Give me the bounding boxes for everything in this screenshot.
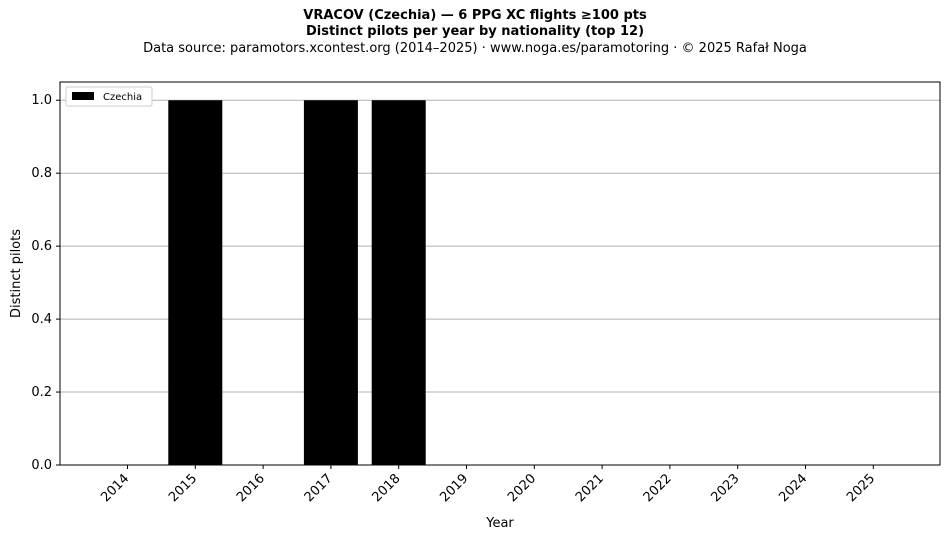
y-axis-label: Distinct pilots bbox=[9, 229, 24, 318]
legend-label: Czechia bbox=[103, 92, 142, 103]
plot-frame bbox=[59, 81, 941, 466]
x-tick-label: 2025 bbox=[844, 471, 878, 505]
y-tick-label: 0.4 bbox=[31, 312, 52, 327]
y-tick-label: 1.0 bbox=[31, 93, 52, 108]
y-tick-label: 0.6 bbox=[31, 239, 52, 254]
x-tick-label: 2019 bbox=[437, 471, 471, 505]
y-axis: 0.0 0.2 0.4 0.6 0.8 1.0 bbox=[31, 93, 60, 473]
x-tick-label: 2023 bbox=[709, 471, 743, 505]
data-source-line: Data source: paramotors.xcontest.org (20… bbox=[143, 41, 807, 56]
x-tick-label: 2015 bbox=[166, 471, 200, 505]
y-tick-label: 0.8 bbox=[31, 166, 52, 181]
legend: Czechia bbox=[65, 86, 153, 107]
bar bbox=[371, 100, 426, 465]
chart-title: VRACOV (Czechia) — 6 PPG XC flights ≥100… bbox=[303, 8, 647, 23]
y-tick-label: 0.2 bbox=[31, 385, 52, 400]
legend-frame bbox=[65, 86, 153, 107]
x-tick-label: 2017 bbox=[302, 471, 336, 505]
x-axis: 2014 2015 2016 2017 2018 2019 2020 2021 2022 2023… bbox=[98, 465, 878, 505]
x-tick-label: 2016 bbox=[234, 471, 268, 505]
x-tick-label: 2018 bbox=[370, 471, 404, 505]
x-tick-label: 2024 bbox=[776, 471, 810, 505]
bar bbox=[303, 100, 358, 465]
legend-swatch bbox=[72, 92, 94, 100]
chart-subtitle: Distinct pilots per year by nationality … bbox=[305, 24, 645, 39]
bars bbox=[168, 100, 426, 465]
bar bbox=[168, 100, 223, 465]
y-tick-label: 0.0 bbox=[31, 458, 52, 473]
x-axis-label: Year bbox=[485, 516, 514, 531]
x-tick-label: 2014 bbox=[98, 471, 132, 505]
x-tick-label: 2020 bbox=[505, 471, 539, 505]
x-tick-label: 2022 bbox=[641, 471, 675, 505]
x-tick-label: 2021 bbox=[573, 471, 607, 505]
title-block: VRACOV (Czechia) — 6 PPG XC flights ≥100… bbox=[0, 8, 950, 58]
